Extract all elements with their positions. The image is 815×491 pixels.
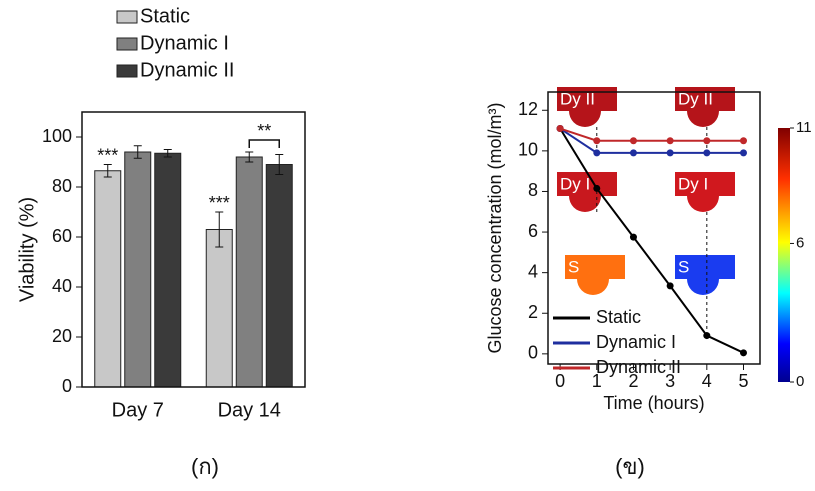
- point: [703, 137, 710, 144]
- bar: [155, 153, 181, 387]
- inset-label: S: [568, 257, 579, 276]
- bar: [95, 171, 121, 387]
- point: [740, 137, 747, 144]
- x-tick-label: Day 14: [218, 399, 281, 421]
- point: [667, 149, 674, 156]
- inset-label: Dy I: [560, 174, 590, 193]
- y-tick-label: 80: [52, 176, 72, 196]
- plot-frame: [548, 92, 760, 364]
- significance-bracket: [249, 140, 279, 148]
- legend-label: Dynamic I: [140, 32, 229, 54]
- point: [703, 149, 710, 156]
- legend-label: Static: [596, 307, 641, 327]
- point: [593, 185, 600, 192]
- x-tick-label: 5: [738, 371, 748, 391]
- y-tick-label: 12: [518, 99, 538, 119]
- legend-swatch: [117, 11, 137, 23]
- y-tick-label: 8: [528, 180, 538, 200]
- figure: 020406080100Viability (%)Day 7Day 14****…: [0, 0, 815, 491]
- caption: (ข): [615, 454, 645, 479]
- y-tick-label: 0: [528, 343, 538, 363]
- point: [630, 234, 637, 241]
- y-tick-label: 40: [52, 276, 72, 296]
- point: [667, 282, 674, 289]
- point: [557, 125, 564, 132]
- y-tick-label: 0: [62, 376, 72, 396]
- legend-label: Dynamic II: [596, 357, 681, 377]
- legend-swatch: [117, 65, 137, 77]
- y-tick-label: 6: [528, 221, 538, 241]
- colorbar-tick-label: 11: [796, 119, 812, 136]
- colorbar: [778, 128, 790, 382]
- y-label: Viability (%): [16, 197, 38, 302]
- point: [630, 149, 637, 156]
- y-tick-label: 60: [52, 226, 72, 246]
- y-label: Glucose concentration (mol/m³): [485, 102, 505, 353]
- series-line: [560, 129, 743, 141]
- point: [593, 137, 600, 144]
- y-tick-label: 20: [52, 326, 72, 346]
- annotation: ***: [209, 193, 230, 213]
- y-tick-label: 4: [528, 261, 538, 281]
- point: [740, 349, 747, 356]
- legend-swatch: [117, 38, 137, 50]
- bar: [125, 152, 151, 387]
- x-tick-label: Day 7: [112, 399, 164, 421]
- point: [667, 137, 674, 144]
- bar: [266, 165, 292, 388]
- x-tick-label: 0: [555, 371, 565, 391]
- bar: [236, 157, 262, 387]
- y-tick-label: 2: [528, 302, 538, 322]
- inset-label: S: [678, 257, 689, 276]
- legend-label: Dynamic II: [140, 59, 234, 81]
- point: [703, 332, 710, 339]
- point: [593, 149, 600, 156]
- y-tick-label: 10: [518, 140, 538, 160]
- annotation: **: [257, 121, 271, 141]
- x-tick-label: 4: [702, 371, 712, 391]
- point: [740, 149, 747, 156]
- x-label: Time (hours): [603, 393, 704, 413]
- colorbar-tick-label: 0: [796, 373, 804, 390]
- colorbar-tick-label: 6: [796, 234, 804, 251]
- bar: [206, 230, 232, 388]
- point: [630, 137, 637, 144]
- y-tick-label: 100: [42, 126, 72, 146]
- legend-label: Dynamic I: [596, 332, 676, 352]
- legend-label: Static: [140, 5, 190, 27]
- annotation: ***: [97, 145, 118, 165]
- caption: (ก): [191, 454, 219, 479]
- inset-label: Dy I: [678, 174, 708, 193]
